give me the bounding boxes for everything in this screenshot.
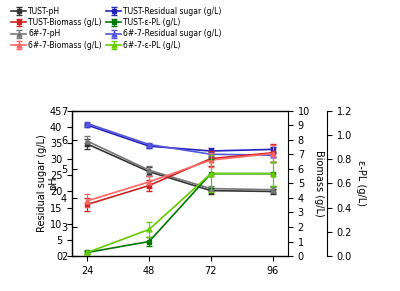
Y-axis label: Biomass (g/L): Biomass (g/L) (314, 150, 324, 217)
Y-axis label: pH: pH (48, 177, 58, 190)
Legend: TUST-pH, TUST-Biomass (g/L), 6#-7-pH, 6#-7-Biomass (g/L), TUST-Residual sugar (g: TUST-pH, TUST-Biomass (g/L), 6#-7-pH, 6#… (8, 4, 225, 53)
Y-axis label: ε-PL (g/L): ε-PL (g/L) (356, 160, 366, 206)
Y-axis label: Residual sugar (g/L): Residual sugar (g/L) (37, 134, 47, 232)
